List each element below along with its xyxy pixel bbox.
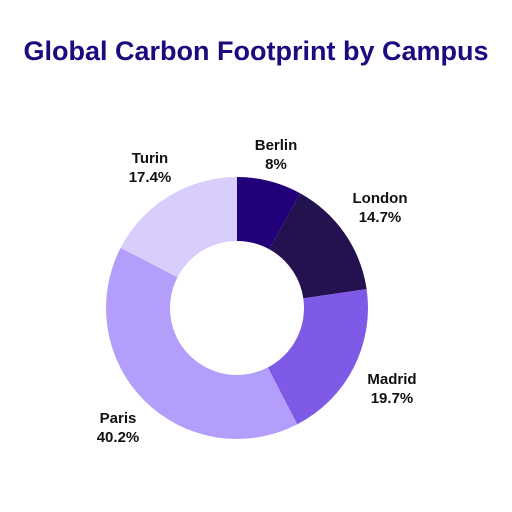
donut-slices bbox=[105, 177, 368, 440]
slice-turin bbox=[120, 177, 237, 278]
slice-value: 14.7% bbox=[359, 209, 402, 226]
slice-value: 40.2% bbox=[97, 429, 140, 446]
chart-title: Global Carbon Footprint by Campus bbox=[23, 36, 489, 66]
slice-name: Turin bbox=[132, 150, 168, 167]
slice-label-madrid: Madrid 19.7% bbox=[367, 371, 416, 407]
slice-madrid bbox=[267, 289, 368, 425]
slice-label-berlin: Berlin 8% bbox=[255, 137, 298, 173]
slice-labels: Berlin 8% London 14.7% Madrid 19.7% Paris 40.2%… bbox=[97, 137, 417, 446]
slice-label-paris: Paris 40.2% bbox=[97, 410, 140, 446]
slice-name: Berlin bbox=[255, 137, 298, 154]
slice-value: 8% bbox=[265, 156, 287, 173]
slice-name: Paris bbox=[100, 410, 137, 427]
slice-name: Madrid bbox=[367, 371, 416, 388]
slice-label-turin: Turin 17.4% bbox=[129, 150, 172, 186]
slice-paris bbox=[105, 247, 298, 440]
slice-berlin bbox=[237, 177, 301, 250]
slice-name: London bbox=[353, 190, 408, 207]
slice-london bbox=[269, 193, 367, 299]
slice-value: 19.7% bbox=[371, 390, 414, 407]
slice-label-london: London 14.7% bbox=[353, 190, 408, 226]
slice-value: 17.4% bbox=[129, 169, 172, 186]
